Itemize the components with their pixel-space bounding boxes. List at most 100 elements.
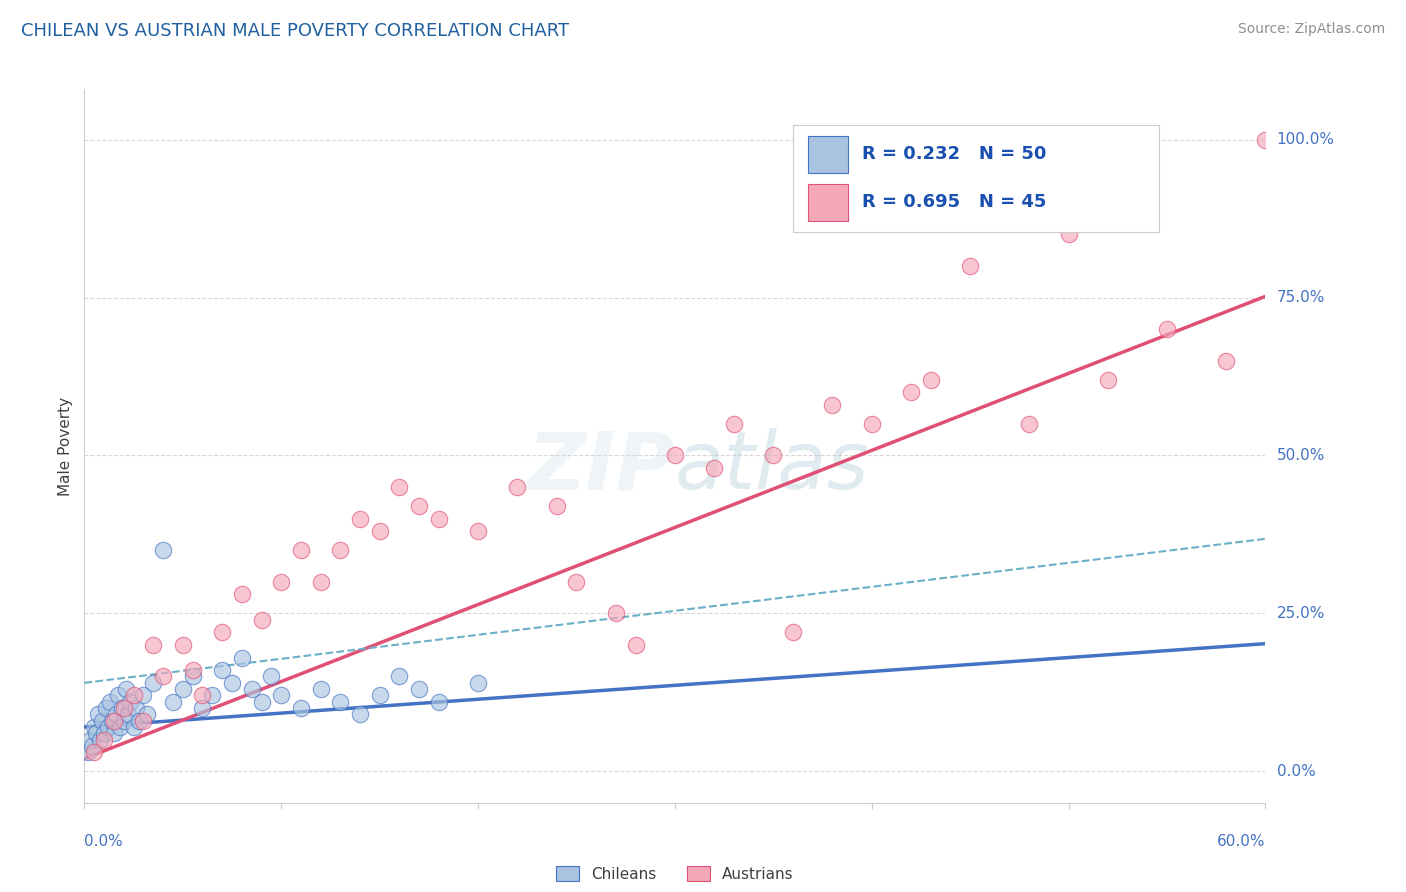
Point	[118, 695, 141, 709]
Point	[181, 663, 204, 677]
Point	[98, 695, 121, 709]
Point	[260, 669, 283, 683]
Point	[111, 701, 134, 715]
Point	[329, 695, 352, 709]
Point	[104, 707, 127, 722]
Point	[128, 714, 150, 728]
Point	[87, 707, 110, 722]
Point	[240, 682, 263, 697]
Point	[191, 701, 214, 715]
Point	[270, 574, 292, 589]
Point	[368, 524, 391, 539]
Point	[605, 607, 627, 621]
Point	[723, 417, 745, 431]
Point	[132, 714, 155, 728]
Point	[408, 682, 430, 697]
Point	[1057, 227, 1080, 242]
Point	[1215, 353, 1237, 368]
Point	[388, 480, 411, 494]
Y-axis label: Male Poverty: Male Poverty	[58, 396, 73, 496]
Point	[270, 689, 292, 703]
Point	[860, 417, 883, 431]
Text: 0.0%: 0.0%	[84, 834, 124, 849]
Point	[142, 638, 165, 652]
Point	[1156, 322, 1178, 336]
Point	[101, 714, 124, 728]
Point	[506, 480, 529, 494]
Point	[821, 398, 844, 412]
Point	[546, 499, 568, 513]
Text: 100.0%: 100.0%	[1277, 132, 1334, 147]
Point	[349, 707, 371, 722]
Point	[1097, 373, 1119, 387]
Point	[920, 373, 942, 387]
Point	[83, 745, 105, 759]
Point	[136, 707, 159, 722]
Text: ZIP: ZIP	[527, 428, 675, 507]
Point	[427, 511, 450, 525]
Point	[103, 726, 125, 740]
Point	[152, 543, 174, 558]
Point	[349, 511, 371, 525]
Point	[89, 732, 111, 747]
Point	[388, 669, 411, 683]
Bar	[807, 136, 848, 173]
Point	[117, 707, 139, 722]
Point	[112, 701, 135, 715]
Point	[408, 499, 430, 513]
Point	[94, 701, 117, 715]
Point	[211, 663, 233, 677]
Text: atlas: atlas	[675, 428, 870, 507]
Point	[703, 461, 725, 475]
Text: Source: ZipAtlas.com: Source: ZipAtlas.com	[1237, 22, 1385, 37]
Text: 25.0%: 25.0%	[1277, 606, 1324, 621]
Point	[162, 695, 184, 709]
Point	[108, 720, 131, 734]
Point	[191, 689, 214, 703]
Point	[112, 714, 135, 728]
Point	[231, 587, 253, 601]
Bar	[807, 184, 848, 221]
Point	[93, 732, 115, 747]
Point	[122, 720, 145, 734]
Point	[172, 638, 194, 652]
Point	[122, 689, 145, 703]
Point	[82, 739, 104, 753]
Point	[290, 543, 312, 558]
Point	[114, 682, 136, 697]
Point	[84, 726, 107, 740]
Point	[624, 638, 647, 652]
Point	[368, 689, 391, 703]
Point	[181, 669, 204, 683]
Point	[211, 625, 233, 640]
Point	[124, 701, 146, 715]
Point	[467, 675, 489, 690]
Point	[664, 449, 686, 463]
Text: R = 0.232   N = 50: R = 0.232 N = 50	[862, 145, 1047, 163]
Point	[427, 695, 450, 709]
Point	[201, 689, 224, 703]
Point	[152, 669, 174, 683]
Point	[93, 726, 115, 740]
Point	[142, 675, 165, 690]
Point	[1018, 417, 1040, 431]
Point	[83, 720, 105, 734]
Text: CHILEAN VS AUSTRIAN MALE POVERTY CORRELATION CHART: CHILEAN VS AUSTRIAN MALE POVERTY CORRELA…	[21, 22, 569, 40]
Point	[231, 650, 253, 665]
Point	[959, 259, 981, 273]
Text: 75.0%: 75.0%	[1277, 290, 1324, 305]
Point	[782, 625, 804, 640]
Text: 50.0%: 50.0%	[1277, 448, 1324, 463]
Point	[97, 720, 120, 734]
Point	[91, 714, 114, 728]
Point	[309, 682, 332, 697]
Point	[565, 574, 588, 589]
Point	[221, 675, 243, 690]
Point	[172, 682, 194, 697]
Point	[79, 732, 101, 747]
Point	[900, 385, 922, 400]
Point	[762, 449, 785, 463]
Text: 0.0%: 0.0%	[1277, 764, 1315, 779]
Point	[103, 714, 125, 728]
Point	[250, 695, 273, 709]
